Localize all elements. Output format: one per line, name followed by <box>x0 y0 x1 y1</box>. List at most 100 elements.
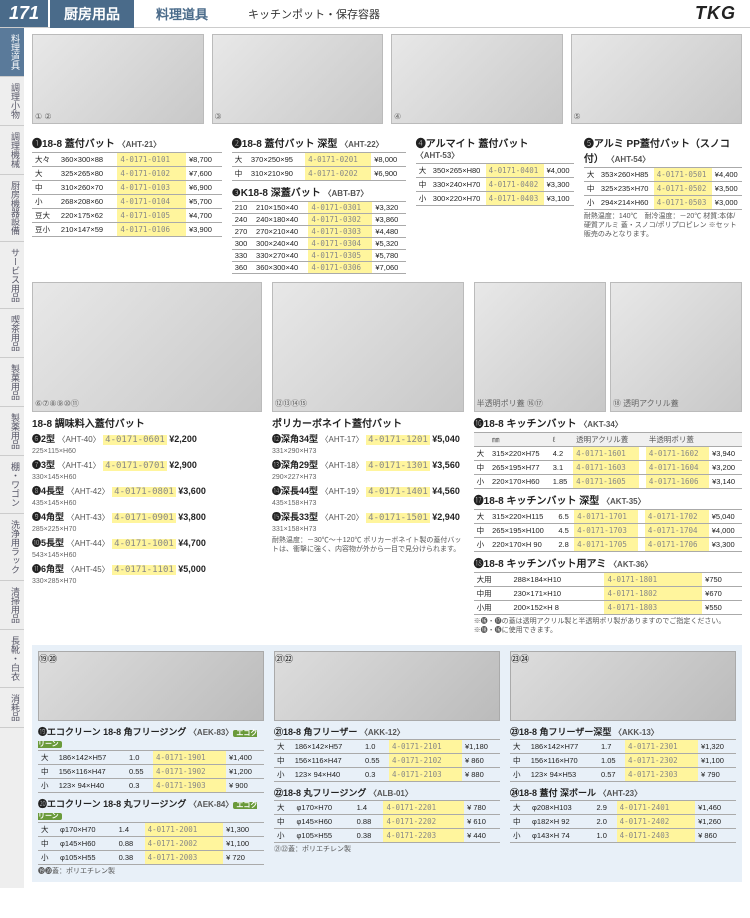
product-title: ❸K18-8 深蓋バット 〈ABT-B7〉 <box>232 184 406 199</box>
list-item: ⓮深長44型 〈AHT-19〉 4-0171-1401 ¥4,560435×15… <box>272 484 464 507</box>
table-row: 270270×210×404-0171-0303¥4,480 <box>232 226 406 238</box>
table-row: 豆大220×175×624-0171-0105¥4,700 <box>32 209 222 223</box>
table-row: 中265×195×H1004.54-0171-17034-0171-1704¥4… <box>474 524 742 538</box>
list-item: ⓫6角型 〈AHT-45〉 4-0171-1101 ¥5,000330×285×… <box>32 562 262 585</box>
product-image: ⑱ 透明アクリル蓋 <box>610 282 742 412</box>
table-row: 中φ145×H600.884-0171-2202¥ 610 <box>274 815 500 829</box>
list-item: ❿5長型 〈AHT-44〉 4-0171-1001 ¥4,700543×145×… <box>32 536 262 559</box>
product-title: ❷18-8 蓋付バット 深型 〈AHT-22〉 <box>232 135 406 150</box>
sidebar-item[interactable]: サービス用品 <box>0 242 24 309</box>
table-row: 中156×116×H470.554-0171-1902¥1,200 <box>38 765 264 779</box>
bottom-section: ⑲⑳ ⓳エコクリーン 18-8 角フリージング 〈AEK-83〉エコクリーン 大… <box>32 645 742 882</box>
list-item: ❾4角型 〈AHT-43〉 4-0171-0901 ¥3,800285×225×… <box>32 510 262 533</box>
product-image: ㉑㉒ <box>274 651 500 721</box>
table-row: 小300×220×H704-0171-0403¥3,100 <box>416 192 574 206</box>
product-image: ⑫⑬⑭⑮ <box>272 282 464 412</box>
category-sub: 料理道具 <box>156 4 208 23</box>
table-row: 小294×214×H604-0171-0503¥3,000 <box>584 196 742 210</box>
table-row: 大φ170×H701.44-0171-2201¥ 780 <box>274 801 500 815</box>
product-image: ① ② <box>32 34 204 124</box>
table-row: 大々360×300×884-0171-0101¥8,700 <box>32 153 222 167</box>
table-row: 大φ208×H1032.94-0171-2401¥1,460 <box>510 801 736 815</box>
table-row: 大325×265×804-0171-0102¥7,600 <box>32 167 222 181</box>
table-row: 大186×142×H571.04-0171-1901¥1,400 <box>38 751 264 765</box>
sidebar-item[interactable]: 製菓用品 <box>0 358 24 407</box>
product-image: ⑥⑦⑧⑨⑩⑪ <box>32 282 262 412</box>
table-row: 中265×195×H773.14-0171-16034-0171-1604¥3,… <box>474 461 742 475</box>
list-item: ⓯深長33型 〈AHT-20〉 4-0171-1501 ¥2,940331×15… <box>272 510 464 533</box>
brand-logo: TKG <box>695 3 736 24</box>
spec-table: ㎜ℓ透明アクリル蓋半透明ポリ蓋大315×220×H754.24-0171-160… <box>474 432 742 489</box>
table-row: 中310×260×704-0171-0103¥6,900 <box>32 181 222 195</box>
spec-table: 大350×265×H804-0171-0401¥4,000中330×240×H7… <box>416 163 574 206</box>
table-row: 大350×265×H804-0171-0401¥4,000 <box>416 164 574 178</box>
spec-table: 大353×260×H854-0171-0501¥4,400中325×235×H7… <box>584 167 742 210</box>
product-image: 半透明ポリ蓋 ⑯⑰ <box>474 282 606 412</box>
page-number: 171 <box>0 0 48 27</box>
table-row: 中φ182×H 922.04-0171-2402¥1,260 <box>510 815 736 829</box>
list-item: ❽4長型 〈AHT-42〉 4-0171-0801 ¥3,600435×145×… <box>32 484 262 507</box>
table-row: 大370×250×954-0171-0201¥8,000 <box>232 153 406 167</box>
table-row: 中325×235×H704-0171-0502¥3,500 <box>584 182 742 196</box>
table-row: 中φ145×H600.884-0171-2002¥1,100 <box>38 837 264 851</box>
table-row: 大φ170×H701.44-0171-2001¥1,300 <box>38 823 264 837</box>
product-title: ポリカーボネイト蓋付バット <box>272 415 464 430</box>
sidebar-item[interactable]: 清掃用品 <box>0 581 24 630</box>
product-image: ⑤ <box>571 34 743 124</box>
spec-table: 大315×220×H1156.54-0171-17014-0171-1702¥5… <box>474 509 742 552</box>
product-image: ④ <box>391 34 563 124</box>
table-row: 360360×300×404-0171-0306¥7,060 <box>232 262 406 274</box>
product-title: ❶18-8 蓋付バット 〈AHT-21〉 <box>32 135 222 150</box>
sidebar-item[interactable]: 長靴・白衣 <box>0 630 24 688</box>
table-row: 330330×270×404-0171-0305¥5,780 <box>232 250 406 262</box>
table-row: 大186×142×H771.74-0171-2301¥1,320 <box>510 740 736 754</box>
product-title: ❹アルマイト 蓋付バット 〈AHT-53〉 <box>416 135 574 161</box>
table-row: 300300×240×404-0171-0304¥5,320 <box>232 238 406 250</box>
sidebar-item[interactable]: 消耗品 <box>0 688 24 728</box>
table-row: 小用200×152×H 84-0171-1803¥550 <box>474 601 742 615</box>
table-row: 小123× 94×H400.34-0171-1903¥ 900 <box>38 779 264 793</box>
sidebar-item[interactable]: 料理道具 <box>0 28 24 77</box>
table-row: 210210×150×404-0171-0301¥3,320 <box>232 202 406 214</box>
sidebar-item[interactable]: 洗浄用ラック <box>0 514 24 581</box>
sidebar-item[interactable]: 厨房機器設備 <box>0 175 24 242</box>
table-row: 大用288×184×H104-0171-1801¥750 <box>474 573 742 587</box>
list-item: ⓬深角34型 〈AHT-17〉 4-0171-1201 ¥5,040331×29… <box>272 432 464 455</box>
product-title: ❺アルミ PP蓋付バット（スノコ付） 〈AHT-54〉 <box>584 135 742 165</box>
header-bar: 171 厨房用品 料理道具 キッチンポット・保存容器 TKG <box>0 0 750 28</box>
spec-table: 210210×150×404-0171-0301¥3,320240240×180… <box>232 201 406 274</box>
category-main: 厨房用品 <box>50 0 134 28</box>
table-row: 大315×220×H754.24-0171-16014-0171-1602¥3,… <box>474 447 742 461</box>
product-image: ⑲⑳ <box>38 651 264 721</box>
sidebar-item[interactable]: 調理小物 <box>0 77 24 126</box>
product-image-row-1: ① ② ③ ④ ⑤ <box>32 34 742 124</box>
table-row: 中156×116×H470.554-0171-2102¥ 860 <box>274 754 500 768</box>
product-note: 耐熱温度：140℃ 耐冷温度：－20℃ 材質:本体/硬質アルミ 蓋・スノコ/ポリ… <box>584 212 742 239</box>
sidebar-item[interactable]: 製薬用品 <box>0 407 24 456</box>
table-row: 小123× 94×H400.34-0171-2103¥ 880 <box>274 768 500 782</box>
category-sidebar: 料理道具調理小物調理機械厨房機器設備サービス用品喫茶用品製菓用品製薬用品棚・ワゴ… <box>0 28 24 888</box>
table-row: 大353×260×H854-0171-0501¥4,400 <box>584 168 742 182</box>
catalog-content: ① ② ③ ④ ⑤ ❶18-8 蓋付バット 〈AHT-21〉 大々360×300… <box>24 28 750 888</box>
sidebar-item[interactable]: 調理機械 <box>0 126 24 175</box>
list-item: ❻2型 〈AHT-40〉 4-0171-0601 ¥2,200225×115×H… <box>32 432 262 455</box>
product-title: 18-8 調味料入蓋付バット <box>32 415 262 430</box>
table-row: 小φ105×H550.384-0171-2203¥ 440 <box>274 829 500 843</box>
table-row: 中156×116×H701.054-0171-2302¥1,100 <box>510 754 736 768</box>
spec-table: 大々360×300×884-0171-0101¥8,700大325×265×80… <box>32 152 222 237</box>
product-image: ③ <box>212 34 384 124</box>
category-sub2: キッチンポット・保存容器 <box>248 6 380 22</box>
sidebar-item[interactable]: 喫茶用品 <box>0 309 24 358</box>
list-item: ⓭深角29型 〈AHT-18〉 4-0171-1301 ¥3,560290×22… <box>272 458 464 481</box>
sidebar-item[interactable]: 棚・ワゴン <box>0 456 24 514</box>
table-row: 大186×142×H571.04-0171-2101¥1,180 <box>274 740 500 754</box>
table-row: 中330×240×H704-0171-0402¥3,300 <box>416 178 574 192</box>
table-row: 240240×180×404-0171-0302¥3,860 <box>232 214 406 226</box>
spec-table: 大370×250×954-0171-0201¥8,000中310×210×904… <box>232 152 406 181</box>
table-row: 小220×170×H601.854-0171-16054-0171-1606¥3… <box>474 475 742 489</box>
table-row: 小φ105×H550.384-0171-2003¥ 720 <box>38 851 264 865</box>
table-row: 小268×208×604-0171-0104¥5,700 <box>32 195 222 209</box>
table-row: 中310×210×904-0171-0202¥6,900 <box>232 167 406 181</box>
table-row: 中用230×171×H104-0171-1802¥670 <box>474 587 742 601</box>
table-row: 小220×170×H 902.84-0171-17054-0171-1706¥3… <box>474 538 742 552</box>
